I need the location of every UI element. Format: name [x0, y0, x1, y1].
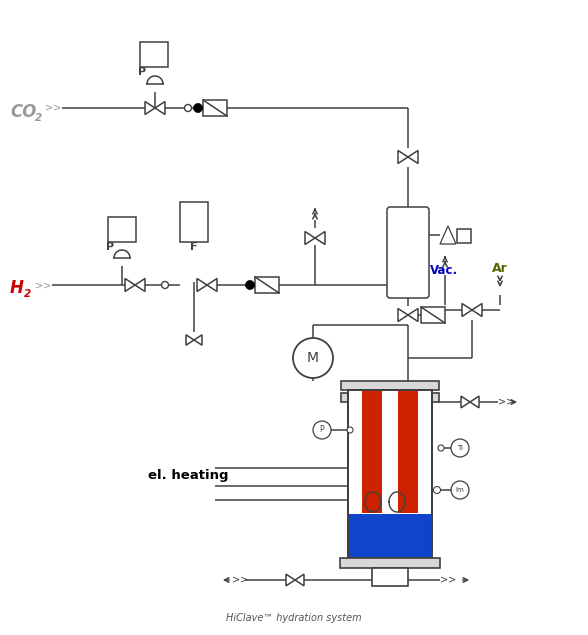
Bar	[341, 393, 439, 402]
Polygon shape	[186, 335, 194, 345]
Text: el. heating: el. heating	[148, 469, 229, 483]
Bar	[180, 202, 208, 242]
Bar	[340, 558, 440, 568]
Polygon shape	[398, 309, 408, 321]
Circle shape	[433, 486, 440, 493]
Polygon shape	[315, 232, 325, 244]
Polygon shape	[470, 396, 479, 408]
Circle shape	[451, 481, 469, 499]
Bar	[398, 390, 418, 512]
Bar	[348, 390, 432, 558]
Text: P: P	[320, 425, 325, 434]
Text: HiClave™ hydration system: HiClave™ hydration system	[226, 613, 362, 623]
Bar	[372, 568, 408, 586]
Text: >>: >>	[45, 103, 61, 113]
Polygon shape	[295, 574, 304, 586]
Text: M: M	[307, 351, 319, 365]
Circle shape	[246, 281, 255, 290]
Polygon shape	[207, 279, 217, 291]
Bar	[362, 390, 382, 512]
FancyBboxPatch shape	[387, 207, 429, 298]
Text: Im: Im	[456, 487, 465, 493]
Text: >>: >>	[35, 280, 51, 290]
Polygon shape	[408, 150, 418, 163]
Polygon shape	[125, 279, 135, 291]
Polygon shape	[145, 102, 155, 114]
Circle shape	[347, 427, 353, 433]
Bar	[349, 514, 431, 558]
Circle shape	[162, 281, 169, 288]
Circle shape	[193, 104, 202, 112]
Text: Vac.: Vac.	[430, 264, 458, 276]
Text: Ar: Ar	[492, 262, 508, 274]
Text: P: P	[138, 67, 146, 77]
Bar	[203, 100, 227, 116]
Circle shape	[293, 338, 333, 378]
Circle shape	[451, 439, 469, 457]
Text: 2: 2	[35, 113, 42, 123]
Polygon shape	[472, 304, 482, 316]
Text: >>: >>	[498, 397, 514, 407]
Circle shape	[438, 445, 444, 451]
Polygon shape	[286, 574, 295, 586]
Polygon shape	[462, 304, 472, 316]
Bar	[421, 307, 445, 323]
Text: CO: CO	[10, 103, 36, 121]
Polygon shape	[155, 102, 165, 114]
Polygon shape	[408, 309, 418, 321]
Text: >>: >>	[232, 575, 248, 585]
Circle shape	[185, 105, 192, 112]
Bar	[341, 381, 439, 390]
Bar	[255, 277, 279, 293]
Polygon shape	[194, 335, 202, 345]
Text: 2: 2	[24, 289, 31, 299]
Text: H: H	[10, 279, 24, 297]
Polygon shape	[461, 396, 470, 408]
Bar	[457, 229, 471, 243]
Bar	[140, 42, 168, 67]
Polygon shape	[197, 279, 207, 291]
Polygon shape	[305, 232, 315, 244]
Polygon shape	[135, 279, 145, 291]
Bar	[108, 217, 136, 242]
Text: >>: >>	[440, 575, 456, 585]
Bar	[348, 390, 432, 558]
Text: Ti: Ti	[457, 445, 463, 451]
Circle shape	[313, 421, 331, 439]
Text: P: P	[106, 242, 114, 252]
Text: F: F	[191, 242, 198, 252]
Polygon shape	[398, 150, 408, 163]
